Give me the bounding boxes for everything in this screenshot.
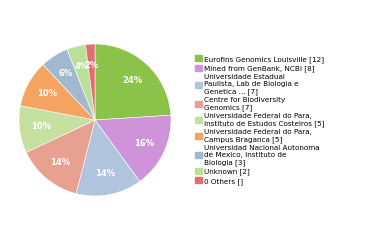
Wedge shape — [67, 45, 95, 120]
Text: 6%: 6% — [59, 69, 73, 78]
Wedge shape — [21, 65, 95, 120]
Text: 4%: 4% — [74, 62, 89, 72]
Wedge shape — [86, 44, 95, 120]
Wedge shape — [26, 120, 95, 194]
Text: 24%: 24% — [122, 76, 142, 85]
Text: 14%: 14% — [95, 169, 115, 178]
Legend: Eurofins Genomics Louisville [12], Mined from GenBank, NCBI [8], Universidade Es: Eurofins Genomics Louisville [12], Mined… — [194, 54, 326, 186]
Text: 10%: 10% — [37, 89, 57, 98]
Wedge shape — [95, 44, 171, 120]
Text: 14%: 14% — [50, 158, 70, 167]
Wedge shape — [76, 120, 140, 196]
Text: 10%: 10% — [31, 122, 51, 131]
Text: 16%: 16% — [135, 139, 155, 148]
Wedge shape — [43, 49, 95, 120]
Text: 2%: 2% — [84, 61, 99, 70]
Wedge shape — [95, 115, 171, 181]
Wedge shape — [19, 106, 95, 152]
